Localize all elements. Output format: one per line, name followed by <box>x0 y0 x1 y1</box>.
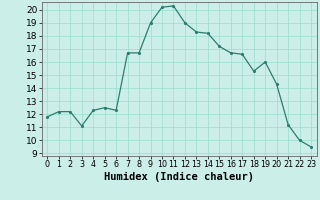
X-axis label: Humidex (Indice chaleur): Humidex (Indice chaleur) <box>104 172 254 182</box>
